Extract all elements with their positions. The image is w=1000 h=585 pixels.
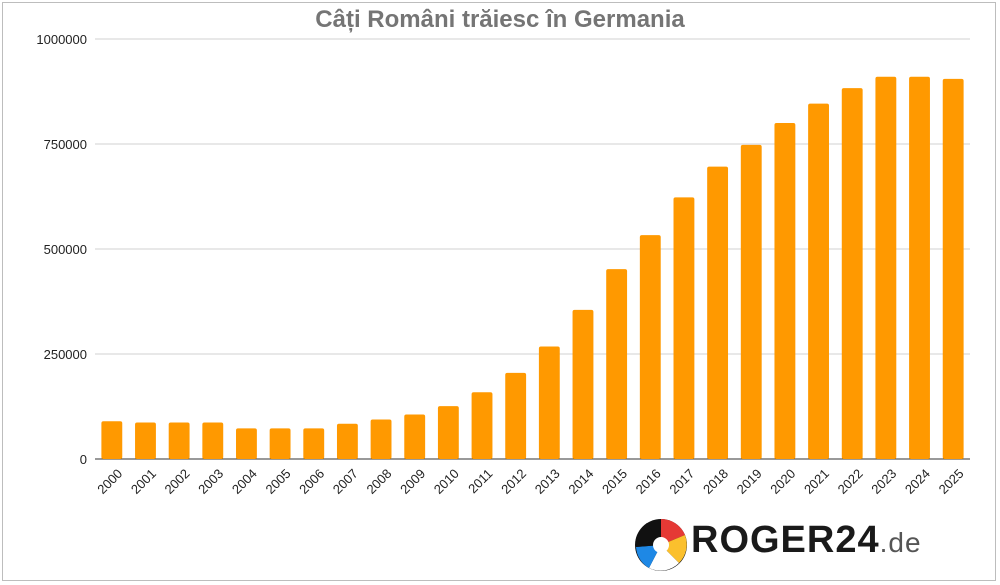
x-tick-label: 2010: [431, 466, 462, 497]
logo-text: ROGER24.de: [691, 519, 922, 562]
x-tick-label: 2004: [229, 466, 260, 497]
bar: [437, 406, 459, 459]
bar: [404, 414, 426, 459]
bar: [471, 392, 493, 459]
bar: [841, 88, 863, 459]
bar: [135, 422, 156, 459]
x-tick-label: 2020: [767, 466, 798, 497]
bar: [606, 269, 628, 459]
x-tick-label: 2009: [397, 466, 428, 497]
y-tick-label: 500000: [44, 242, 87, 257]
x-tick-label: 2008: [363, 466, 394, 497]
bar: [168, 422, 190, 459]
roger24-logo: ROGER24.de: [633, 513, 963, 579]
x-tick-label: 2011: [465, 466, 495, 496]
bar: [774, 123, 796, 459]
logo-text-domain: .de: [879, 527, 922, 558]
bar: [673, 197, 695, 459]
bar: [101, 421, 123, 459]
x-tick-label: 2025: [936, 466, 967, 497]
bar: [538, 346, 560, 459]
bar: [942, 78, 964, 460]
y-tick-label: 750000: [44, 137, 87, 152]
x-tick-label: 2002: [162, 466, 193, 497]
x-tick-label: 2013: [532, 466, 563, 497]
x-tick-label: 2001: [128, 466, 159, 497]
bar: [370, 419, 392, 459]
x-tick-label: 2016: [633, 466, 664, 497]
bar: [909, 76, 930, 460]
x-tick-label: 2015: [599, 466, 630, 497]
bar: [236, 428, 257, 459]
x-tick-label: 2019: [734, 466, 765, 497]
y-tick-label: 0: [80, 452, 87, 467]
x-tick-label: 2022: [835, 466, 866, 497]
bar: [303, 428, 325, 459]
y-tick-label: 1000000: [36, 32, 87, 47]
x-tick-label: 2014: [565, 466, 596, 497]
bar: [875, 76, 897, 460]
bar: [572, 309, 594, 459]
aperture-logo-icon: [635, 519, 687, 571]
x-tick-label: 2023: [868, 466, 899, 497]
x-tick-label: 2006: [296, 466, 327, 497]
bar: [707, 166, 729, 459]
x-tick-label: 2012: [498, 466, 529, 497]
chart-title: Câți Români trăiesc în Germania: [315, 6, 685, 33]
x-tick-label: 2021: [801, 466, 832, 497]
x-tick-label: 2017: [666, 466, 697, 497]
x-tick-label: 2007: [330, 466, 361, 497]
x-tick-label: 2000: [94, 466, 125, 497]
bar: [740, 144, 762, 459]
bar: [269, 428, 291, 459]
logo-text-main: ROGER24: [691, 519, 880, 561]
bar: [808, 103, 829, 460]
x-tick-label: 2003: [195, 466, 226, 497]
x-tick-label: 2018: [700, 466, 731, 497]
x-tick-label: 2005: [263, 466, 294, 497]
x-tick-label: 2024: [902, 466, 933, 497]
bar: [202, 422, 224, 459]
bar: [505, 372, 527, 459]
y-tick-label: 250000: [44, 347, 87, 362]
bar: [639, 235, 661, 459]
bar: [336, 423, 358, 459]
